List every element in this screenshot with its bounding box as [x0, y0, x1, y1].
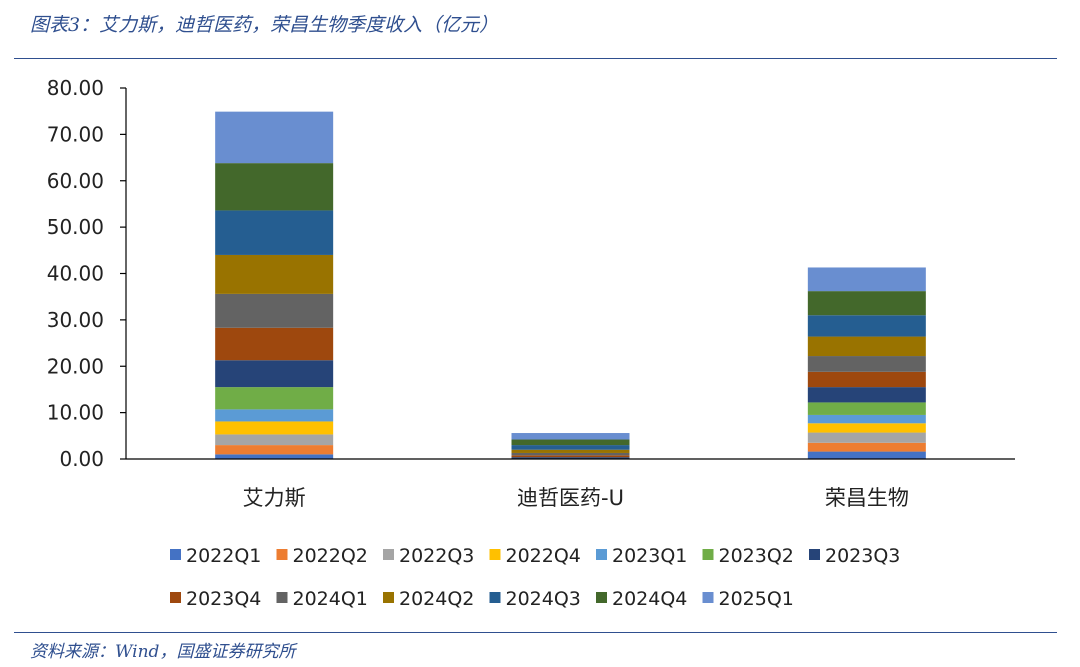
legend-label: 2023Q1	[612, 545, 687, 567]
legend-label: 2022Q4	[506, 545, 581, 567]
legend-label: 2023Q2	[719, 545, 794, 567]
bar-segment	[807, 423, 926, 433]
legend-item: 2024Q2	[383, 588, 474, 610]
y-tick-label: 30.00	[47, 308, 104, 332]
x-category-label: 荣昌生物	[825, 486, 909, 510]
bar-segment	[511, 433, 630, 440]
bar-segment	[807, 414, 926, 424]
bar-segment	[807, 371, 926, 388]
bar-segment	[215, 434, 334, 446]
legend-swatch	[383, 549, 394, 560]
legend-label: 2024Q1	[293, 588, 368, 610]
bar-segment	[807, 291, 926, 316]
legend-item: 2024Q3	[489, 588, 581, 610]
legend-swatch	[276, 592, 288, 603]
bar-segment	[511, 455, 630, 458]
bar-segment	[215, 254, 334, 294]
legend-swatch	[276, 549, 288, 560]
y-tick-label: 40.00	[47, 262, 104, 286]
legend-swatch	[596, 592, 607, 603]
legend-item: 2022Q2	[276, 545, 368, 567]
bar-stack	[511, 433, 630, 459]
bar-segment	[215, 360, 334, 388]
bar-segment	[807, 451, 926, 459]
legend-label: 2022Q1	[186, 545, 261, 567]
legend-item: 2024Q1	[276, 588, 368, 610]
x-category-label: 艾力斯	[243, 486, 306, 510]
legend-label: 2024Q2	[399, 588, 474, 610]
legend-swatch	[170, 592, 181, 603]
bar-segment	[511, 439, 630, 446]
bar-segment	[215, 293, 334, 328]
legend-item: 2022Q1	[170, 545, 261, 567]
legend-swatch	[489, 549, 501, 560]
legend-label: 2023Q4	[186, 588, 261, 610]
legend-item: 2023Q1	[596, 545, 687, 567]
bar-segment	[807, 267, 926, 292]
bar-segment	[215, 409, 334, 422]
legend: 2022Q1 2022Q2 2022Q3 2022Q4 2023Q1 2023Q2 2023…	[170, 545, 900, 610]
y-axis: 0.00 10.00 20.00 30.00 40.00 50.00 60.00 70.00 8…	[47, 76, 127, 471]
legend-label: 2024Q4	[612, 588, 687, 610]
source-note: 资料来源：Wind，国盛证券研究所	[30, 642, 296, 662]
legend-label: 2024Q3	[506, 588, 581, 610]
bar-segment	[807, 442, 926, 452]
bar-segment	[807, 432, 926, 443]
bar-segment	[807, 387, 926, 403]
bar-stack	[807, 267, 926, 459]
bar-segment	[807, 336, 926, 357]
legend-label: 2022Q2	[293, 545, 368, 567]
legend-item: 2023Q3	[809, 545, 900, 567]
legend-label: 2022Q3	[399, 545, 474, 567]
legend-item: 2022Q3	[383, 545, 474, 567]
x-category-label: 迪哲医药-U	[517, 486, 624, 510]
source-divider	[14, 632, 1057, 633]
legend-swatch	[809, 549, 820, 560]
bar-segment	[807, 356, 926, 372]
legend-label: 2023Q3	[825, 545, 900, 567]
bar-segment	[511, 445, 630, 450]
bar-segment	[215, 445, 334, 455]
legend-label: 2025Q1	[719, 588, 794, 610]
y-tick-label: 10.00	[47, 401, 104, 425]
legend-swatch	[170, 549, 181, 560]
bar-segment	[215, 210, 334, 255]
legend-swatch	[702, 592, 714, 603]
y-tick-label: 60.00	[47, 169, 104, 193]
y-tick-label: 0.00	[59, 447, 104, 471]
legend-swatch	[489, 592, 501, 603]
y-tick-label: 20.00	[47, 354, 104, 378]
bar-stack	[215, 111, 334, 459]
bar-segment	[215, 163, 334, 211]
bar-segment	[807, 402, 926, 415]
bar-segment	[215, 454, 334, 459]
legend-swatch	[702, 549, 714, 560]
legend-swatch	[383, 592, 394, 603]
x-axis: 艾力斯 迪哲医药-U 荣昌生物	[126, 458, 1015, 510]
bar-segment	[215, 327, 334, 361]
bar-segment	[511, 457, 630, 459]
legend-item: 2022Q4	[489, 545, 581, 567]
bar-stacks	[215, 111, 926, 459]
y-tick-label: 50.00	[47, 215, 104, 239]
bar-segment	[807, 315, 926, 337]
legend-item: 2025Q1	[702, 588, 794, 610]
bar-segment	[511, 449, 630, 453]
bar-segment	[215, 111, 334, 164]
bar-segment	[511, 452, 630, 456]
legend-item: 2023Q4	[170, 588, 261, 610]
legend-item: 2024Q4	[596, 588, 687, 610]
y-tick-label: 80.00	[47, 76, 104, 100]
bar-segment	[215, 387, 334, 410]
legend-swatch	[596, 549, 607, 560]
bar-segment	[215, 421, 334, 435]
y-tick-label: 70.00	[47, 122, 104, 146]
title-divider	[14, 58, 1057, 59]
chart-title: 图表3：艾力斯，迪哲医药，荣昌生物季度收入（亿元）	[30, 14, 499, 36]
legend-item: 2023Q2	[702, 545, 794, 567]
